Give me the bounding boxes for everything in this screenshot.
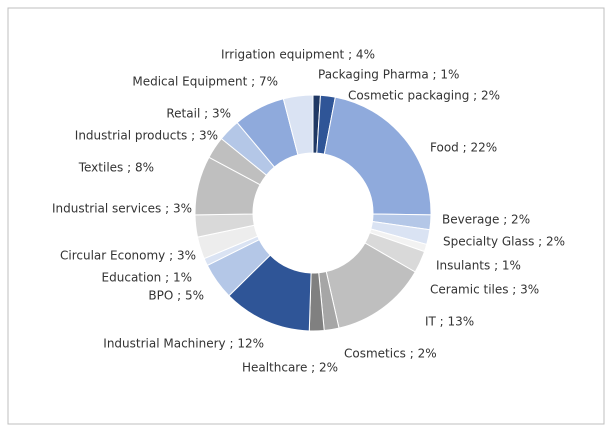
chart-frame — [7, 7, 605, 425]
data-label: Irrigation equipment ; 4% — [221, 48, 375, 62]
donut-segment — [282, 94, 314, 156]
data-label: BPO ; 5% — [148, 289, 204, 303]
data-label: Food ; 22% — [430, 141, 497, 155]
data-label: Ceramic tiles ; 3% — [430, 283, 539, 297]
data-label: Industrial Machinery ; 12% — [103, 337, 264, 351]
data-label: Circular Economy ; 3% — [60, 249, 196, 263]
data-label: Industrial products ; 3% — [75, 129, 218, 143]
data-label: Retail ; 3% — [166, 107, 231, 121]
data-label: Insulants ; 1% — [436, 259, 521, 273]
data-label: Beverage ; 2% — [442, 213, 530, 227]
data-label: Cosmetic packaging ; 2% — [348, 89, 500, 103]
data-label: Healthcare ; 2% — [242, 361, 338, 375]
data-label: Medical Equipment ; 7% — [132, 75, 278, 89]
donut-segment — [323, 96, 432, 216]
data-label: IT ; 13% — [425, 315, 474, 329]
data-label: Specialty Glass ; 2% — [443, 235, 565, 249]
data-label: Packaging Pharma ; 1% — [318, 68, 459, 82]
data-label: Education ; 1% — [102, 271, 192, 285]
data-label: Industrial services ; 3% — [52, 202, 192, 216]
data-label: Textiles ; 8% — [78, 161, 154, 175]
data-label: Cosmetics ; 2% — [344, 347, 437, 361]
